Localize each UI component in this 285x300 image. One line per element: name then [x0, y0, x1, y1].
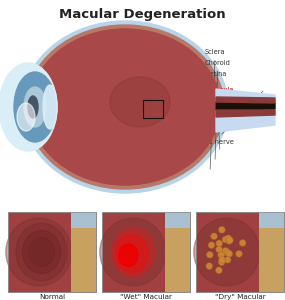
- Bar: [8, 212, 96, 292]
- Ellipse shape: [115, 234, 149, 273]
- Text: Retina: Retina: [205, 71, 226, 149]
- Text: Sclera: Sclera: [205, 49, 226, 169]
- Text: Normal: Normal: [39, 294, 65, 300]
- Ellipse shape: [29, 238, 54, 266]
- Circle shape: [206, 251, 213, 258]
- Circle shape: [211, 233, 217, 240]
- Circle shape: [215, 267, 222, 274]
- Ellipse shape: [22, 230, 61, 274]
- Circle shape: [222, 236, 229, 243]
- Polygon shape: [216, 102, 275, 110]
- Circle shape: [236, 250, 242, 257]
- Circle shape: [216, 240, 223, 247]
- Bar: [143, 100, 163, 118]
- Ellipse shape: [28, 96, 38, 118]
- Ellipse shape: [0, 63, 57, 151]
- Text: Optic disc
(blind spot): Optic disc (blind spot): [210, 101, 248, 115]
- Circle shape: [239, 240, 246, 246]
- Ellipse shape: [26, 25, 224, 189]
- Text: Macular Degeneration: Macular Degeneration: [59, 8, 225, 21]
- Text: Macula: Macula: [156, 87, 233, 108]
- Ellipse shape: [24, 87, 46, 127]
- Bar: [165, 212, 190, 292]
- Text: Cornea: Cornea: [11, 95, 35, 115]
- Ellipse shape: [14, 72, 56, 142]
- Bar: [259, 212, 284, 292]
- Circle shape: [216, 246, 222, 253]
- Text: Optic nerve: Optic nerve: [195, 91, 263, 145]
- Polygon shape: [216, 97, 275, 103]
- Circle shape: [219, 226, 225, 233]
- Text: "Dry" Macular
Degeneration: "Dry" Macular Degeneration: [215, 294, 265, 300]
- Circle shape: [218, 259, 225, 266]
- Ellipse shape: [110, 77, 170, 127]
- Text: Pupil: Pupil: [24, 87, 40, 104]
- Circle shape: [222, 248, 229, 254]
- Circle shape: [219, 256, 225, 263]
- Circle shape: [225, 235, 232, 242]
- Ellipse shape: [43, 85, 57, 129]
- Ellipse shape: [112, 227, 156, 277]
- Text: Blood vessels: Blood vessels: [210, 107, 255, 126]
- Ellipse shape: [16, 223, 67, 281]
- Bar: [196, 212, 284, 292]
- Text: Lens: Lens: [32, 88, 49, 131]
- Ellipse shape: [22, 21, 228, 193]
- Circle shape: [227, 237, 233, 244]
- Ellipse shape: [30, 29, 220, 185]
- Circle shape: [222, 249, 229, 255]
- Circle shape: [226, 238, 233, 244]
- Bar: [102, 212, 190, 292]
- Ellipse shape: [119, 244, 138, 266]
- Polygon shape: [216, 89, 275, 132]
- Ellipse shape: [100, 218, 166, 286]
- Circle shape: [224, 249, 231, 256]
- Circle shape: [226, 250, 233, 257]
- Ellipse shape: [17, 103, 35, 131]
- Circle shape: [218, 252, 225, 258]
- Bar: [165, 212, 190, 228]
- Text: Iris: Iris: [36, 67, 55, 134]
- Circle shape: [208, 242, 215, 248]
- Circle shape: [206, 263, 213, 269]
- Bar: [71, 212, 96, 228]
- Ellipse shape: [194, 218, 260, 286]
- Bar: [71, 212, 96, 292]
- Ellipse shape: [6, 218, 72, 286]
- Bar: [259, 212, 284, 228]
- Text: "Wet" Macular
Degeneration: "Wet" Macular Degeneration: [120, 294, 172, 300]
- Bar: [102, 212, 190, 292]
- Text: Choroid: Choroid: [205, 60, 231, 159]
- Bar: [196, 212, 284, 292]
- Circle shape: [224, 256, 231, 263]
- Bar: [8, 212, 96, 292]
- Polygon shape: [216, 110, 275, 117]
